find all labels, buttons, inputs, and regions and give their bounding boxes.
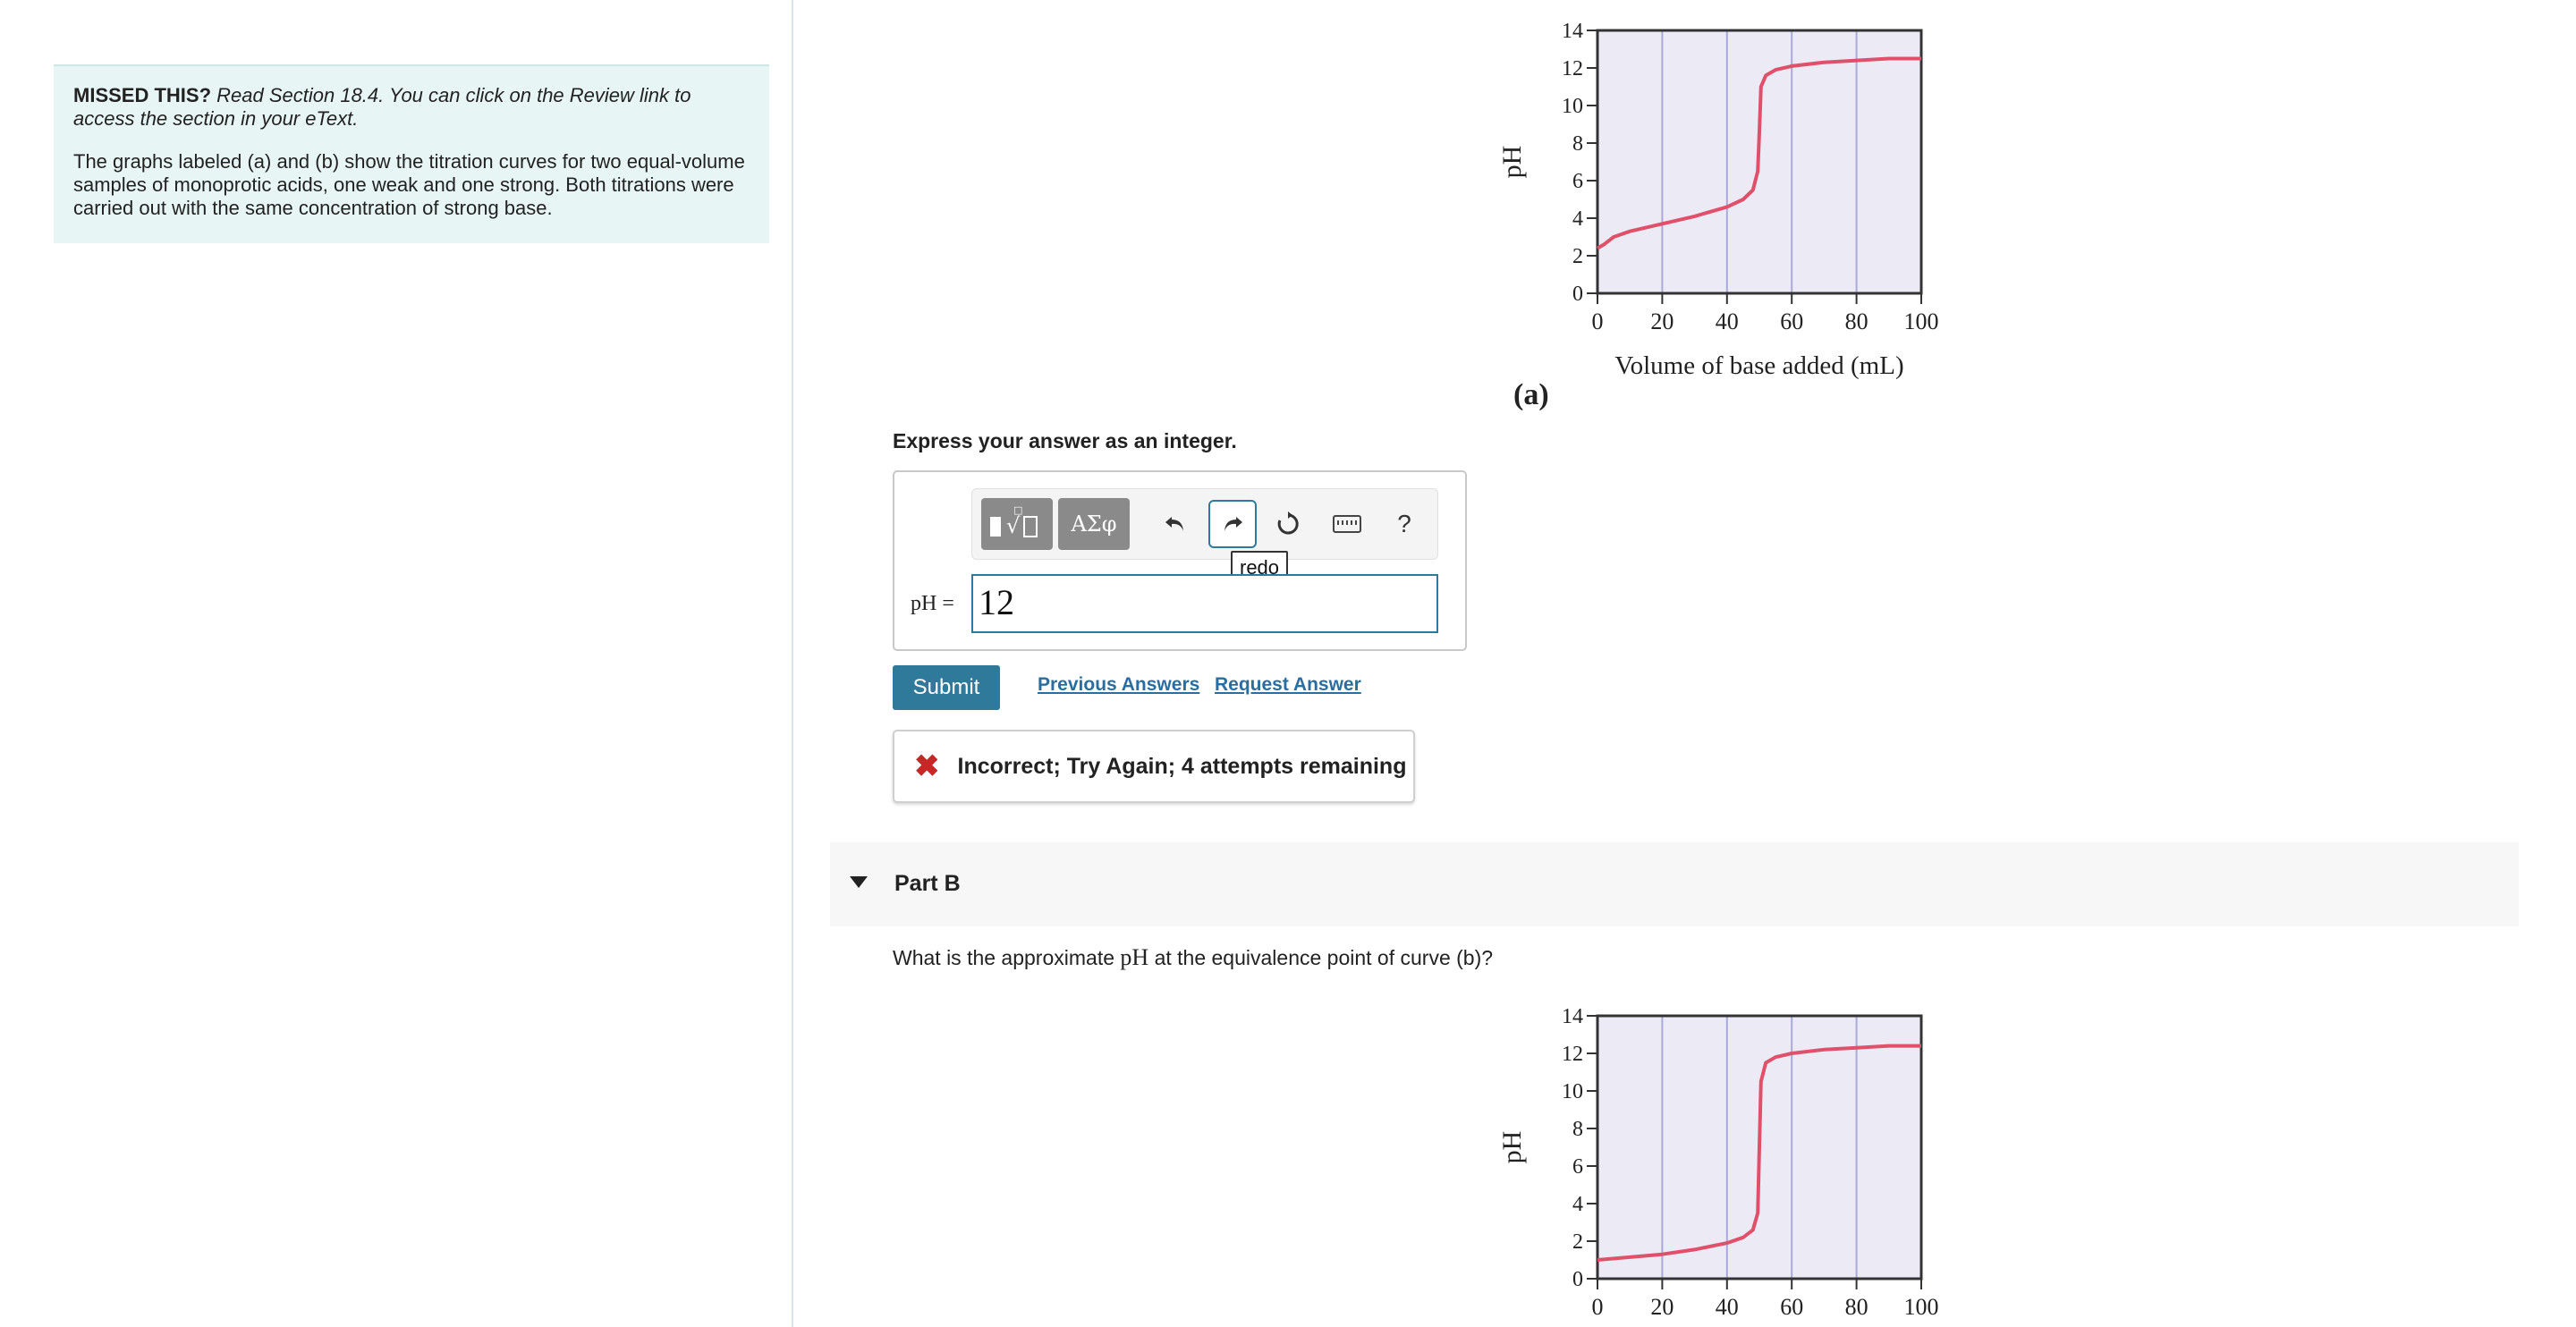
y-tick-label: 8 [1572,132,1583,156]
fraction-root-template-icon[interactable]: √ □ [981,498,1053,550]
x-tick-label: 0 [1592,309,1604,334]
answer-label: pH = [911,592,954,615]
x-tick-label: 80 [1845,1294,1868,1320]
y-tick-label: 12 [1562,57,1583,80]
answer-panel: √ □ ΑΣφ ? redo pH = 12 [893,470,1467,651]
feedback-message: Incorrect; Try Again; 4 attempts remaini… [957,753,1407,779]
reset-icon[interactable] [1264,500,1312,548]
part-b-header[interactable]: Part B [830,842,2519,926]
y-tick-label: 10 [1562,1080,1583,1103]
submit-button[interactable]: Submit [893,665,1000,710]
x-tick-label: 60 [1780,1294,1803,1320]
part-b-label: Part B [894,871,961,896]
y-tick-label: 14 [1562,20,1583,43]
titration-chart-a: 0 2 4 6 8 10 12 14 0 20 40 60 80 100 pH Volume of base … [1497,20,1939,411]
svg-text:√: √ [1006,513,1021,538]
y-tick-label: 14 [1562,1005,1583,1028]
x-tick-label: 100 [1904,1294,1939,1320]
hint-description: The graphs labeled (a) and (b) show the … [73,150,745,219]
question-prefix: What is the approximate [893,946,1115,969]
y-tick-label: 6 [1572,1155,1583,1179]
y-tick-label: 0 [1572,283,1583,306]
y-tick-label: 4 [1572,1193,1583,1216]
request-answer-link[interactable]: Request Answer [1215,674,1361,695]
x-tick-label: 0 [1592,1294,1604,1320]
math-toolbar: √ □ ΑΣφ ? [971,488,1438,560]
redo-icon[interactable] [1208,500,1257,548]
x-tick-label: 80 [1845,309,1868,334]
x-tick-label: 40 [1716,309,1739,334]
missed-this-note: MISSED THIS? Read Section 18.4. You can … [73,84,750,131]
y-tick-label: 10 [1562,95,1583,118]
x-tick-label: 60 [1780,309,1803,334]
undo-icon[interactable] [1151,500,1199,548]
x-axis-label: Volume of base added (mL) [1614,351,1903,380]
feedback-box: ✖ Incorrect; Try Again; 4 attempts remai… [893,730,1415,803]
missed-text: Read Section 18.4. You can click on the … [73,84,691,130]
collapse-caret-icon[interactable] [850,876,868,888]
plot-frame [1596,29,1923,295]
part-b-question: What is the approximate pH at the equiva… [893,944,1493,971]
greek-symbols-button[interactable]: ΑΣφ [1058,498,1130,550]
x-tick-label: 100 [1904,309,1939,334]
y-axis-label: pH [1497,1131,1527,1164]
sidebar-divider [792,0,793,1327]
x-tick-label: 40 [1716,1294,1739,1320]
y-tick-label: 2 [1572,1230,1583,1254]
help-button[interactable]: ? [1397,510,1411,537]
y-tick-label: 8 [1572,1118,1583,1141]
answer-input[interactable]: 12 [971,574,1438,633]
y-axis-label: pH [1497,146,1527,179]
y-tick-label: 0 [1572,1268,1583,1291]
titration-chart-b: 0 2 4 6 8 10 12 14 0 20 40 60 80 100 pH [1497,1005,1939,1320]
keyboard-icon[interactable] [1323,500,1371,548]
svg-text:□: □ [1013,504,1022,516]
hint-box: MISSED THIS? Read Section 18.4. You can … [54,64,769,243]
y-tick-label: 2 [1572,245,1583,268]
previous-answers-link[interactable]: Previous Answers [1038,674,1200,695]
question-suffix: at the equivalence point of curve (b)? [1154,946,1494,969]
x-tick-label: 20 [1650,309,1674,334]
chart-panel-label: (a) [1513,378,1549,411]
x-tick-label: 20 [1650,1294,1674,1320]
answer-instruction: Express your answer as an integer. [893,429,1237,452]
y-tick-label: 4 [1572,207,1583,231]
y-tick-label: 12 [1562,1043,1583,1066]
plot-frame [1596,1014,1923,1281]
missed-label: MISSED THIS? [73,84,212,106]
y-tick-label: 6 [1572,170,1583,193]
question-symbol: pH [1120,944,1149,970]
x-mark-icon: ✖ [914,749,940,783]
